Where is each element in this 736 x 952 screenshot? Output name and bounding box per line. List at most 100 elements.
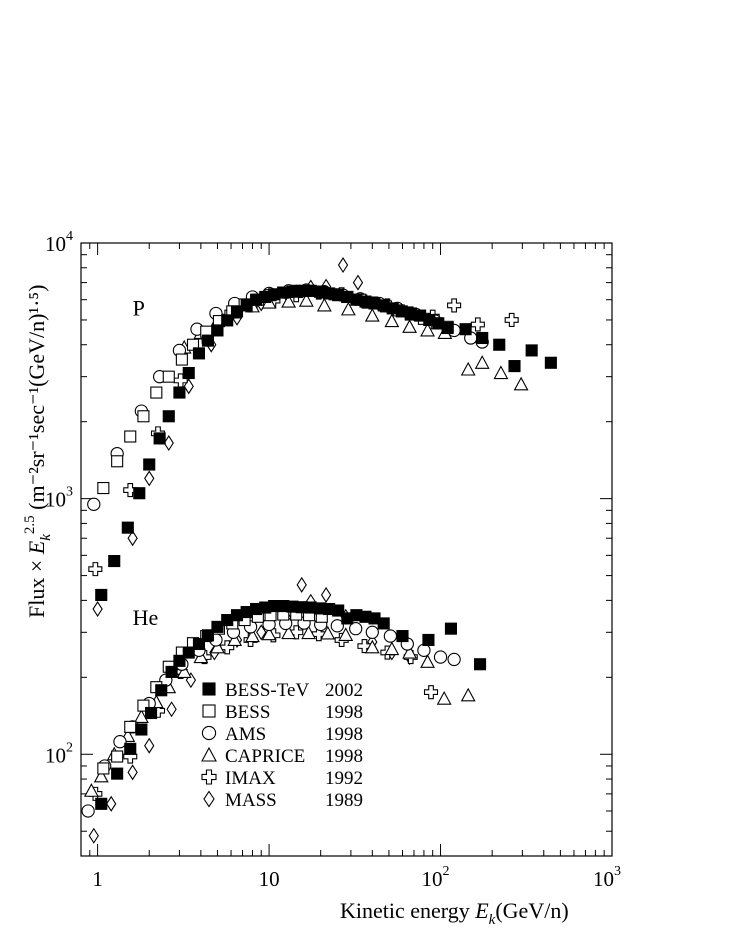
x-tick-label: 1 (92, 867, 103, 891)
legend-entry: AMS 1998 (201, 724, 363, 745)
x-axis-label-var: E (474, 898, 489, 923)
data-point (173, 386, 186, 399)
data-point (420, 322, 435, 337)
data-markers (81, 257, 557, 844)
legend-entry: MASS 1989 (203, 790, 363, 811)
data-point (127, 764, 138, 781)
data-point (113, 735, 127, 749)
legend-series-name: BESS-TeV (225, 680, 309, 701)
legend-series-year: 1998 (325, 702, 363, 723)
data-point (422, 633, 435, 647)
legend-entry: BESS-TeV 2002 (202, 680, 363, 701)
data-point (88, 827, 99, 844)
data-point (402, 644, 418, 659)
data-point (176, 664, 192, 678)
data-point (384, 313, 400, 328)
data-point (92, 601, 103, 618)
data-point (221, 314, 234, 327)
data-point (163, 435, 174, 452)
data-point (396, 630, 409, 643)
legend-series-name: IMAX (225, 768, 276, 789)
tick-label-exponent: 3 (614, 864, 621, 879)
data-point (153, 432, 166, 445)
data-point (166, 701, 177, 718)
data-point (124, 430, 137, 443)
data-point (211, 620, 224, 633)
data-point (338, 627, 354, 641)
data-point (423, 685, 439, 700)
legend-series-year: 1998 (325, 746, 363, 767)
y-axis-label-prefix: Flux × (24, 554, 49, 618)
data-point (165, 665, 178, 678)
series-caprice (83, 292, 529, 797)
legend-marker (203, 790, 215, 808)
tick-label-exponent: 4 (66, 229, 73, 244)
legend-entry: BESS 1998 (202, 702, 363, 723)
legend-series-year: 2002 (325, 680, 363, 701)
data-point (133, 709, 149, 723)
legend-series-year: 1998 (325, 724, 363, 745)
data-point (544, 356, 557, 369)
tick-label-base: 10 (593, 867, 614, 891)
x-axis-label-text: Kinetic energy (340, 898, 475, 923)
data-point (111, 767, 124, 780)
data-point (93, 768, 109, 783)
data-point (143, 458, 156, 471)
data-point (364, 639, 380, 654)
data-point (508, 360, 521, 373)
data-point (332, 604, 345, 617)
data-point (227, 632, 243, 647)
y-tick-label: 103 (45, 485, 73, 512)
data-point (476, 331, 489, 345)
data-point (87, 497, 101, 511)
tick-label-base: 10 (259, 867, 280, 891)
data-point (111, 750, 124, 763)
legend-series-name: MASS (225, 790, 277, 811)
x-tick-label: 102 (422, 864, 450, 891)
data-point (155, 684, 168, 697)
data-point (123, 483, 138, 498)
data-point (525, 344, 538, 357)
data-point (88, 562, 103, 577)
series-ams (81, 283, 489, 818)
data-point (493, 365, 509, 380)
data-point (97, 762, 110, 775)
data-point (447, 652, 461, 667)
data-point (470, 317, 485, 332)
y-axis-label-sub: k (38, 534, 54, 541)
tick-label-base: 10 (45, 743, 66, 767)
annotations: P He (133, 296, 159, 631)
legend-series-name: BESS (225, 702, 270, 723)
data-point (504, 312, 519, 328)
data-point (436, 691, 452, 705)
data-point (384, 641, 400, 656)
data-point (296, 576, 307, 593)
data-point (383, 629, 398, 643)
data-point (201, 629, 214, 642)
data-point (281, 293, 297, 308)
data-point (349, 622, 363, 636)
data-point (144, 470, 155, 487)
data-point (124, 720, 137, 733)
tick-label-base: 10 (45, 488, 66, 512)
data-point (256, 624, 267, 641)
data-point (493, 338, 506, 351)
tick-label-base: 1 (92, 867, 103, 891)
data-point (173, 654, 186, 667)
data-point (150, 386, 163, 399)
data-point (137, 410, 150, 423)
y-tick-label: 104 (45, 229, 73, 256)
legend-marker (201, 725, 217, 741)
y-tick-label: 102 (45, 740, 73, 767)
data-point (420, 654, 435, 668)
plot-frame (80, 242, 613, 857)
data-point (320, 586, 332, 603)
data-point (320, 625, 336, 640)
data-point (162, 370, 175, 383)
data-point (127, 530, 138, 547)
axis-ticks (80, 242, 613, 857)
legend-marker (201, 746, 217, 762)
data-point (133, 487, 146, 500)
data-point (211, 324, 224, 337)
